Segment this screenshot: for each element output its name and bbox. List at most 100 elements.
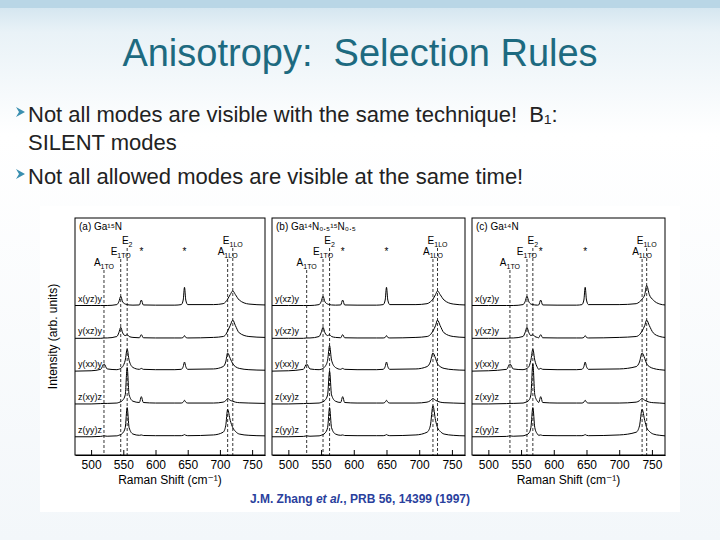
plot-frame bbox=[472, 218, 665, 455]
x-tick-label: 600 bbox=[544, 458, 564, 472]
mode-line bbox=[646, 248, 647, 455]
trace-label: y(xz)y bbox=[475, 326, 499, 336]
x-tick-label: 500 bbox=[279, 458, 299, 472]
spectrum-line bbox=[472, 285, 665, 305]
mode-label: * bbox=[539, 246, 543, 257]
x-axis-title: Raman Shift (cm⁻¹) bbox=[517, 473, 621, 487]
x-tick: 700 bbox=[410, 450, 430, 472]
mode-label-main: * bbox=[583, 246, 587, 257]
x-tick: 500 bbox=[279, 450, 299, 472]
spectrum-line bbox=[75, 287, 265, 305]
x-axis-line bbox=[76, 455, 266, 456]
x-tick: 750 bbox=[642, 450, 662, 472]
mode-label-sub: 2 bbox=[534, 241, 538, 248]
mode-label-sub: 1TO bbox=[524, 252, 538, 259]
bullet-text: Not all modes are visible with the same … bbox=[28, 102, 558, 127]
x-tick-mark bbox=[156, 450, 157, 455]
spectrum-line bbox=[472, 364, 665, 404]
x-tick-label: 700 bbox=[210, 458, 230, 472]
plot-area bbox=[472, 248, 665, 455]
mode-line bbox=[103, 270, 104, 455]
x-axis-title: Raman Shift (cm⁻¹) bbox=[118, 473, 222, 487]
mode-label-sub: 1LO bbox=[643, 241, 657, 248]
mode-label: E2 bbox=[324, 235, 335, 248]
x-axis-line bbox=[273, 455, 466, 456]
x-tick-mark bbox=[123, 450, 124, 455]
trace-label: x(yz)y bbox=[78, 294, 102, 304]
mode-label-main: * bbox=[341, 246, 345, 257]
trace-label: y(xz)y bbox=[275, 326, 299, 336]
citation-part: et al. bbox=[316, 492, 343, 506]
mode-label-sub: 1TO bbox=[117, 252, 131, 259]
y-axis-title: Intensity (arb. units) bbox=[46, 284, 60, 389]
trace-label: z(yy)z bbox=[275, 425, 299, 435]
plot-area bbox=[75, 248, 265, 455]
x-tick-mark bbox=[386, 450, 387, 455]
trace-label: z(xy)z bbox=[475, 392, 499, 402]
x-tick: 650 bbox=[178, 450, 198, 472]
trace-label: y(xx)y bbox=[78, 359, 102, 369]
mode-line bbox=[323, 259, 324, 455]
mode-label-sub: 1TO bbox=[303, 263, 317, 270]
plot-area bbox=[272, 248, 465, 455]
spectrum-line bbox=[272, 320, 465, 338]
mode-label-sub: 1LO bbox=[230, 241, 244, 248]
x-tick-label: 700 bbox=[610, 458, 630, 472]
mode-line bbox=[432, 259, 433, 455]
spectrum-line bbox=[75, 408, 265, 437]
mode-line bbox=[120, 259, 121, 455]
mode-label: E1LO bbox=[428, 235, 448, 248]
plot-frame bbox=[75, 218, 265, 455]
panel-title: (a) Ga¹⁵N bbox=[79, 221, 122, 232]
bullet-text: SILENT modes bbox=[28, 130, 177, 155]
x-tick-mark bbox=[554, 450, 555, 455]
x-tick: 750 bbox=[442, 450, 462, 472]
x-tick-label: 750 bbox=[442, 458, 462, 472]
figure-background bbox=[40, 206, 680, 512]
x-tick: 500 bbox=[82, 450, 102, 472]
trace-label: z(yy)z bbox=[475, 425, 499, 435]
mode-label: A1TO bbox=[94, 257, 115, 270]
x-tick: 650 bbox=[377, 450, 397, 472]
mode-label: * bbox=[139, 246, 143, 257]
x-axis: 500550600650700750 bbox=[473, 450, 666, 472]
x-tick-label: 500 bbox=[479, 458, 499, 472]
bullet-text: Not all allowed modes are visible at the… bbox=[28, 164, 523, 189]
x-tick-mark bbox=[91, 450, 92, 455]
x-tick-label: 550 bbox=[114, 458, 134, 472]
spectrum-line bbox=[472, 320, 665, 338]
citation: J.M. Zhang et al., PRB 56, 14399 (1997) bbox=[250, 492, 470, 506]
x-axis: 500550600650700750 bbox=[273, 450, 466, 472]
x-tick-mark bbox=[252, 450, 253, 455]
x-tick-mark bbox=[452, 450, 453, 455]
citation-part: J.M. Zhang bbox=[250, 492, 316, 506]
mode-label-sub: 1TO bbox=[507, 263, 521, 270]
mode-label-main: * bbox=[539, 246, 543, 257]
mode-line bbox=[642, 259, 643, 455]
spectrum-line bbox=[272, 287, 465, 305]
x-tick-label: 700 bbox=[410, 458, 430, 472]
mode-label-sub: 1LO bbox=[434, 241, 448, 248]
x-axis-line bbox=[473, 455, 666, 456]
mode-label-main: * bbox=[385, 246, 389, 257]
x-tick-label: 650 bbox=[178, 458, 198, 472]
mode-label: A1TO bbox=[500, 257, 521, 270]
spectrum-line bbox=[272, 346, 465, 372]
citation-part: , PRB 56, 14399 (1997) bbox=[343, 492, 470, 506]
mode-label-sub: 2 bbox=[331, 241, 335, 248]
spectrum-line bbox=[75, 320, 265, 338]
spectrum-line bbox=[472, 349, 665, 371]
panel: 500550600650700750x(yz)yy(xz)yy(xx)yz(xy… bbox=[472, 218, 666, 487]
mode-line bbox=[509, 270, 510, 455]
spectrum-line bbox=[75, 367, 265, 403]
x-tick-label: 550 bbox=[512, 458, 532, 472]
x-tick-label: 650 bbox=[377, 458, 397, 472]
trace-label: z(xy)z bbox=[78, 392, 102, 402]
mode-label-sub: 2 bbox=[129, 241, 133, 248]
mode-label-sub: 1LO bbox=[430, 252, 444, 259]
mode-label: E1LO bbox=[637, 235, 657, 248]
top-band bbox=[0, 0, 720, 8]
x-tick-mark bbox=[220, 450, 221, 455]
x-tick-mark bbox=[188, 450, 189, 455]
x-tick-mark bbox=[652, 450, 653, 455]
